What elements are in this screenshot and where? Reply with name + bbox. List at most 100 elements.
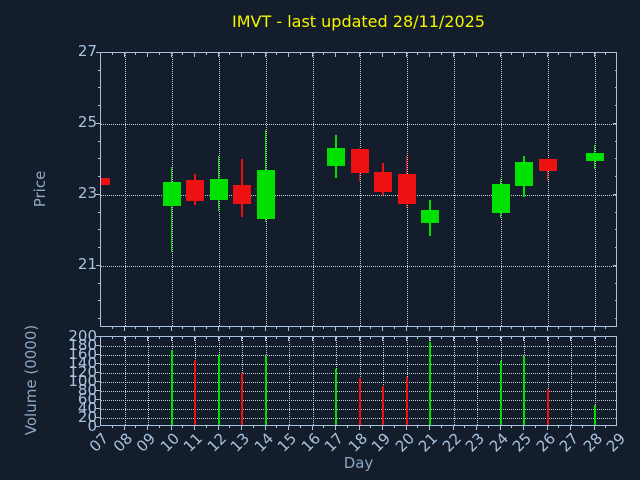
day-tick: [311, 426, 313, 430]
day-tick: [123, 337, 125, 341]
day-tick: [147, 53, 148, 57]
day-tick: [123, 53, 125, 57]
candle-body-day-14: [256, 170, 275, 219]
day-tick: [570, 327, 571, 331]
price-tick-right: [615, 211, 617, 213]
day-tick: [523, 337, 524, 341]
day-tick: [476, 327, 477, 331]
day-tick: [405, 426, 407, 430]
day-tick: [182, 53, 184, 55]
day-tick: [593, 53, 595, 57]
volume-gridline-h: [101, 355, 616, 356]
day-tick: [217, 426, 219, 430]
day-tick: [523, 53, 524, 57]
day-tick: [370, 337, 372, 339]
day-tick: [276, 327, 278, 329]
day-tick: [570, 426, 571, 430]
volume-tick: [96, 399, 100, 400]
price-tick: [98, 105, 100, 107]
volume-tick: [96, 381, 100, 382]
day-tick: [429, 337, 430, 341]
volume-gridline-v: [594, 337, 596, 425]
price-tick: [98, 87, 100, 89]
day-tick: [264, 337, 266, 341]
day-tick: [570, 337, 571, 341]
day-tick: [358, 337, 360, 341]
day-tick: [194, 53, 195, 57]
day-tick: [299, 53, 301, 55]
volume-tick-label: 60: [77, 390, 97, 408]
day-tick: [346, 337, 348, 339]
candle-body-day-11: [186, 180, 204, 202]
day-tick: [558, 327, 560, 329]
day-tick: [158, 53, 160, 55]
day-tick: [523, 426, 524, 430]
volume-bar-day-13: [241, 373, 243, 425]
day-tick: [546, 327, 548, 331]
volume-tick: [96, 345, 100, 346]
day-tick: [464, 53, 466, 55]
day-tick: [452, 327, 454, 331]
price-tick: [98, 229, 100, 231]
day-tick: [440, 327, 442, 329]
day-tick: [382, 426, 383, 430]
volume-bar-day-20: [405, 376, 408, 425]
price-tick: [98, 140, 100, 142]
volume-tick: [96, 336, 100, 337]
day-tick: [346, 327, 348, 329]
price-tick: [96, 193, 100, 195]
day-tick: [593, 327, 595, 331]
day-tick: [299, 426, 301, 428]
day-tick: [170, 426, 172, 430]
price-tick-right: [615, 158, 617, 160]
day-tick: [476, 337, 477, 341]
volume-tick-label: 40: [77, 399, 97, 417]
day-tick: [534, 53, 536, 55]
chart-title: IMVT - last updated 28/11/2025: [232, 12, 485, 31]
day-tick: [217, 53, 219, 57]
price-gridline-h: [101, 194, 616, 196]
day-tick: [417, 426, 419, 428]
price-gridline-v: [312, 53, 314, 326]
day-tick: [452, 337, 454, 341]
day-tick: [534, 327, 536, 329]
price-tick: [98, 69, 100, 71]
day-tick: [311, 53, 313, 57]
day-tick: [323, 53, 325, 55]
day-tick: [217, 327, 219, 331]
candle-body-day-7: [101, 178, 110, 185]
day-tick: [605, 337, 607, 339]
candle-body-day-10: [162, 182, 181, 206]
price-tick-right: [613, 264, 617, 266]
volume-tick: [96, 390, 100, 391]
price-tick-label: 27: [77, 42, 97, 60]
price-tick: [96, 52, 100, 53]
volume-bar-day-21: [429, 341, 431, 425]
volume-gridline-v: [571, 337, 572, 425]
day-tick: [581, 327, 583, 329]
day-tick: [440, 337, 442, 339]
day-tick: [170, 53, 172, 57]
volume-tick-label: 140: [68, 354, 97, 372]
volume-tick-label: 200: [68, 327, 97, 345]
day-tick: [393, 426, 395, 428]
day-tick: [370, 327, 372, 329]
day-tick: [135, 53, 137, 55]
day-tick: [288, 337, 289, 341]
day-tick: [264, 53, 266, 57]
volume-gridline-v: [312, 337, 314, 425]
day-tick: [111, 327, 113, 329]
day-tick: [335, 426, 336, 430]
volume-gridline-v: [148, 337, 149, 425]
day-tick: [452, 53, 454, 57]
day-tick: [417, 327, 419, 329]
day-tick: [393, 337, 395, 339]
volume-bar-day-12: [217, 354, 220, 425]
day-tick: [405, 327, 407, 331]
candle-body-day-24: [491, 183, 510, 214]
volume-gridline-h: [101, 346, 616, 347]
day-tick: [111, 426, 113, 428]
day-tick: [393, 327, 395, 329]
day-tick: [158, 327, 160, 329]
